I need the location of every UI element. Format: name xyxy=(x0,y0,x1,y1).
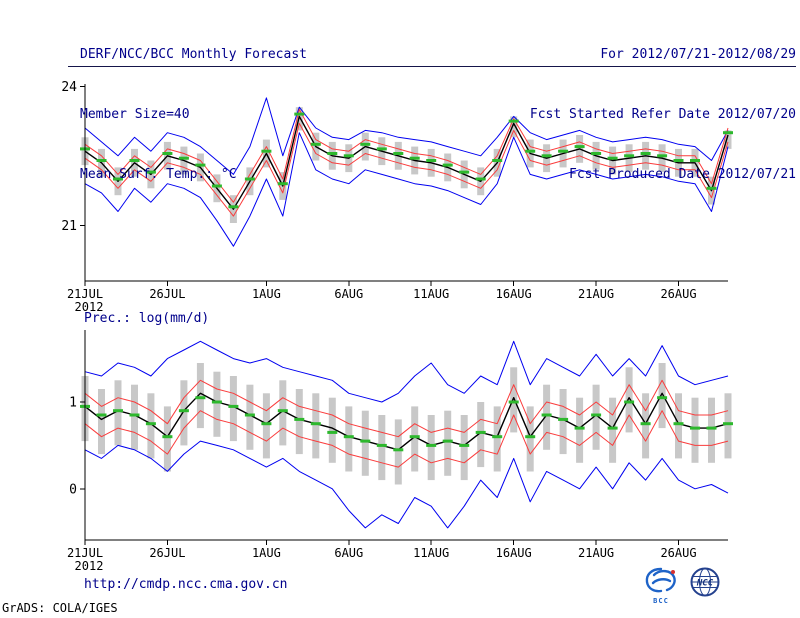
axes xyxy=(80,84,728,286)
x-tick-label: 1AUG xyxy=(252,546,281,560)
bcc-logo: BCC xyxy=(640,566,682,605)
series-ensemble-max xyxy=(84,340,729,403)
member-size-label: Member Size=40 xyxy=(80,107,190,122)
x-tick-label: 1AUG xyxy=(252,287,281,301)
temp-panel-label: Mean Surf. Temp.: °C xyxy=(80,167,237,182)
grads-credit: GrADS: COLA/IGES xyxy=(2,601,118,615)
axes xyxy=(80,330,728,545)
x-axis-year-label: 2012 xyxy=(75,300,104,314)
x-tick-label: 26JUL xyxy=(149,287,185,301)
series-lower-quartile xyxy=(84,122,729,217)
series-lower-quartile xyxy=(84,410,729,468)
fcst-produced-date-label: Fcst Produced Date 2012/07/21 xyxy=(569,167,796,182)
y-tick-label: 21 xyxy=(61,219,77,234)
x-tick-label: 26AUG xyxy=(660,287,696,301)
x-tick-label: 11AUG xyxy=(413,287,449,301)
y-tick-label: 0 xyxy=(69,482,77,497)
series-ensemble-min xyxy=(84,132,729,247)
x-tick-label: 6AUG xyxy=(334,546,363,560)
series-ensemble-mean xyxy=(84,115,729,210)
axis-labels: 1 0 21JUL 26JUL 1AUG 6AUG 11AUG 16AUG 21AUG 26AUG… xyxy=(67,396,697,574)
x-axis-year-label: 2012 xyxy=(75,559,104,573)
axis-labels: 24 21 21JUL 26JUL 1AUG 6AUG 11AUG 16AUG 21AUG 26A… xyxy=(61,80,696,314)
x-tick-label: 21JUL xyxy=(67,546,103,560)
spread-bars xyxy=(81,363,732,485)
bcc-logo-label: BCC xyxy=(653,597,669,605)
y-tick-label: 24 xyxy=(61,80,77,95)
ncc-logo-label: NCC xyxy=(696,579,714,589)
x-tick-label: 26JUL xyxy=(149,546,185,560)
precip-panel: 1 0 21JUL 26JUL 1AUG 6AUG 11AUG 16AUG 21AUG 26AUG… xyxy=(67,330,733,573)
fcst-refer-date-label: Fcst Started Refer Date 2012/07/20 xyxy=(529,107,796,122)
header-left: DERF/NCC/BCC Monthly Forecast Member Siz… xyxy=(80,5,307,225)
x-tick-label: 11AUG xyxy=(413,546,449,560)
temperature-panel: 24 21 21JUL 26JUL 1AUG 6AUG 11AUG 16AUG 21AUG 26A… xyxy=(61,80,733,314)
median-markers xyxy=(80,396,733,452)
series-ensemble-min xyxy=(84,440,729,529)
y-tick-label: 1 xyxy=(69,396,77,411)
series-ensemble-max xyxy=(84,97,729,175)
series-upper-quartile xyxy=(84,109,729,203)
series-ensemble-mean xyxy=(84,392,729,451)
bcc-swirl-icon xyxy=(645,567,676,593)
precip-panel-label: Prec.: log(mm/d) xyxy=(84,311,210,326)
header-divider xyxy=(68,66,796,67)
median-markers xyxy=(80,112,733,209)
x-tick-label: 21JUL xyxy=(67,287,103,301)
x-tick-label: 16AUG xyxy=(496,287,532,301)
plot-title: DERF/NCC/BCC Monthly Forecast xyxy=(80,47,307,62)
x-tick-label: 6AUG xyxy=(334,287,363,301)
forecast-period-label: For 2012/07/21-2012/08/29 xyxy=(600,47,796,62)
x-tick-label: 21AUG xyxy=(578,287,614,301)
x-tick-label: 21AUG xyxy=(578,546,614,560)
ncc-globe-icon: NCC xyxy=(690,567,720,597)
series-upper-quartile xyxy=(84,379,729,438)
x-tick-label: 16AUG xyxy=(496,546,532,560)
header-right: For 2012/07/21-2012/08/29 Fcst Started R… xyxy=(530,5,796,225)
ncc-logo: NCC xyxy=(687,566,725,602)
x-tick-label: 26AUG xyxy=(660,546,696,560)
cmdp-link[interactable]: http://cmdp.ncc.cma.gov.cn xyxy=(84,577,288,592)
